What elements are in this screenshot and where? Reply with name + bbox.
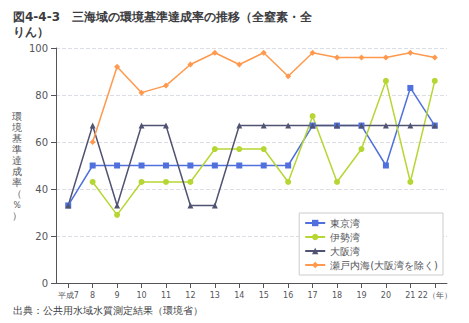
svg-text:21: 21 — [405, 291, 415, 300]
svg-text:9: 9 — [115, 291, 120, 300]
svg-text:8: 8 — [90, 291, 95, 300]
svg-text:％: ％ — [12, 199, 22, 210]
svg-text:17: 17 — [308, 291, 318, 300]
svg-text:環: 環 — [12, 111, 22, 122]
svg-text:60: 60 — [35, 137, 48, 148]
svg-text:伊勢湾: 伊勢湾 — [330, 232, 360, 243]
svg-text:達: 達 — [12, 155, 22, 166]
svg-text:40: 40 — [35, 184, 48, 195]
svg-text:14: 14 — [234, 291, 244, 300]
svg-text:境: 境 — [11, 122, 22, 133]
svg-text:成: 成 — [12, 166, 22, 177]
svg-text:10: 10 — [136, 291, 146, 300]
svg-text:率: 率 — [12, 177, 22, 188]
svg-text:）: ） — [12, 210, 22, 221]
svg-text:11: 11 — [161, 291, 171, 300]
svg-text:（: （ — [12, 188, 22, 199]
svg-text:100: 100 — [29, 43, 48, 54]
svg-text:東京湾: 東京湾 — [330, 218, 360, 229]
svg-text:0: 0 — [42, 278, 48, 289]
svg-text:12: 12 — [185, 291, 195, 300]
svg-text:20: 20 — [381, 291, 391, 300]
svg-text:平成7: 平成7 — [58, 291, 79, 300]
svg-text:出典：公共用水域水質測定結果（環境省）: 出典：公共用水域水質測定結果（環境省） — [13, 305, 203, 316]
svg-text:15: 15 — [259, 291, 269, 300]
svg-text:19: 19 — [356, 291, 366, 300]
svg-text:準: 準 — [12, 144, 22, 155]
svg-text:大阪湾: 大阪湾 — [330, 246, 360, 257]
svg-text:20: 20 — [35, 231, 48, 242]
svg-text:瀬戸内海(大阪湾を除く): 瀬戸内海(大阪湾を除く) — [330, 260, 438, 271]
svg-text:80: 80 — [35, 90, 48, 101]
svg-text:13: 13 — [210, 291, 220, 300]
svg-text:22（年）: 22（年） — [418, 291, 452, 300]
svg-text:18: 18 — [332, 291, 342, 300]
svg-text:基: 基 — [12, 133, 22, 144]
svg-text:16: 16 — [283, 291, 293, 300]
svg-text:りん）: りん） — [13, 25, 49, 39]
svg-text:図4-4-3 三海域の環境基準達成率の推移（全窒素・全: 図4-4-3 三海域の環境基準達成率の推移（全窒素・全 — [13, 10, 313, 24]
